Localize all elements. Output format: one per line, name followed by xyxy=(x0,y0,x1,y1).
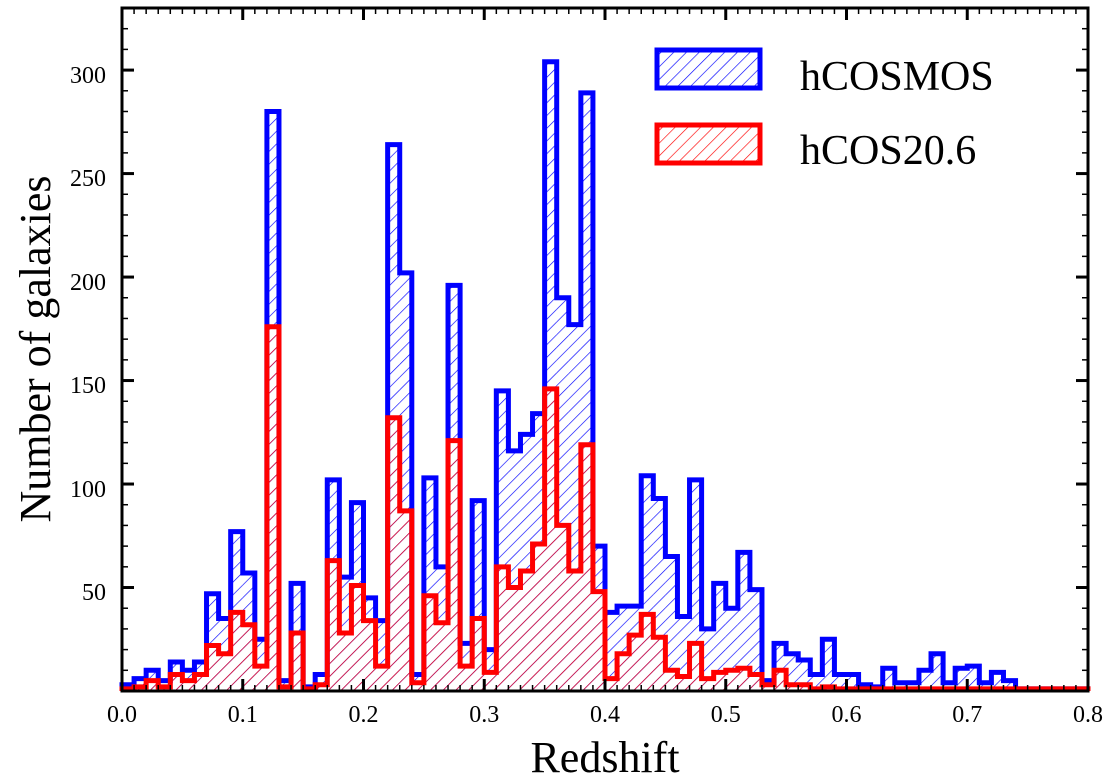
histogram-bin xyxy=(580,444,593,691)
histogram-bin xyxy=(713,672,726,691)
histogram-bin xyxy=(363,620,376,691)
x-tick-label: 0.3 xyxy=(469,702,499,728)
histogram-bin xyxy=(146,680,159,691)
legend-label-hcosmos: hCOSMOS xyxy=(800,54,994,100)
histogram-bin xyxy=(194,674,207,691)
y-tick-label: 250 xyxy=(70,166,106,192)
histogram-bin xyxy=(520,570,533,691)
x-tick-label: 0.7 xyxy=(952,702,982,728)
series-layer xyxy=(119,59,1091,692)
histogram-bin xyxy=(689,479,702,691)
histogram-bin xyxy=(737,668,750,691)
histogram-bin xyxy=(568,570,581,691)
y-tick-label: 100 xyxy=(70,477,106,503)
histogram-bin xyxy=(375,666,388,691)
histogram-bin xyxy=(629,635,642,691)
legend-swatch-hcos20-6 xyxy=(654,122,763,166)
histogram-bin xyxy=(665,556,678,691)
legend-label-hcos20-6: hCOS20.6 xyxy=(800,128,976,174)
histogram-bin xyxy=(605,612,618,691)
series-hcos20-6 xyxy=(119,324,1091,692)
histogram-bin xyxy=(327,560,340,691)
histogram-bin xyxy=(713,583,726,691)
histogram-bin xyxy=(677,616,690,691)
x-tick-label: 0.8 xyxy=(1073,702,1103,728)
histogram-bin xyxy=(315,684,328,691)
histogram-bin xyxy=(774,670,787,691)
histogram-bin xyxy=(786,684,799,691)
histogram-bin xyxy=(701,628,714,691)
histogram-bin xyxy=(254,666,267,691)
y-tick-label: 50 xyxy=(82,580,106,606)
histogram-bin xyxy=(689,643,702,691)
histogram-bin xyxy=(206,645,219,691)
histogram-bin xyxy=(423,595,436,691)
histogram-bin xyxy=(544,388,557,691)
histogram-bin xyxy=(786,653,799,691)
histogram-bin xyxy=(218,653,231,691)
histogram-bin xyxy=(496,566,509,691)
histogram-bin xyxy=(749,589,762,691)
x-tick-label: 0.2 xyxy=(349,702,379,728)
histogram-bin xyxy=(617,653,630,691)
histogram-bin xyxy=(266,326,279,691)
histogram-bin xyxy=(1003,680,1016,691)
histogram-outline xyxy=(119,324,1091,692)
histogram-bin xyxy=(725,670,738,691)
histogram-bin xyxy=(605,678,618,691)
histogram-bin xyxy=(918,670,932,691)
histogram-bin xyxy=(532,544,545,691)
histogram-bin xyxy=(411,682,424,691)
histogram-bin xyxy=(242,624,255,691)
histogram-bin xyxy=(931,653,944,691)
legend-swatch-hcosmos xyxy=(654,47,763,91)
histogram-bin xyxy=(737,552,750,691)
histogram-bin xyxy=(955,668,968,691)
histogram-bin xyxy=(460,666,473,691)
histogram-bin xyxy=(641,614,654,691)
x-tick-label: 0.1 xyxy=(228,702,258,728)
tick-marks xyxy=(120,7,1090,691)
histogram-bin xyxy=(882,668,895,691)
histogram-bin xyxy=(182,680,195,691)
histogram-bin xyxy=(592,591,605,691)
histogram-bin xyxy=(387,417,400,691)
x-tick-label: 0.0 xyxy=(107,702,137,728)
x-tick-label: 0.6 xyxy=(832,702,862,728)
histogram-bin xyxy=(749,674,762,691)
y-tick-label: 200 xyxy=(70,270,106,296)
histogram-bin xyxy=(484,672,497,691)
histogram-outline xyxy=(119,59,1091,692)
x-tick-label: 0.4 xyxy=(590,702,620,728)
histogram-bin xyxy=(508,587,521,691)
x-tick-label: 0.5 xyxy=(711,702,741,728)
histogram-bin xyxy=(170,674,183,691)
histogram-bin xyxy=(339,633,352,691)
y-tick-label: 150 xyxy=(70,373,106,399)
x-tick-labels: 0.0 0.1 0.2 0.3 0.4 0.5 0.6 0.7 0.8 xyxy=(107,702,1103,728)
histogram-bin xyxy=(435,622,449,691)
x-axis-title: Redshift xyxy=(530,733,679,779)
histogram-bin xyxy=(665,670,678,691)
histogram-bin xyxy=(291,633,304,691)
histogram-bin xyxy=(677,676,690,691)
histogram-bin xyxy=(761,684,775,691)
histogram-bin xyxy=(351,585,364,691)
histogram-bin xyxy=(230,612,243,691)
histogram-bin xyxy=(822,639,835,691)
histogram-bin xyxy=(701,678,714,691)
y-axis-title: Number of galaxies xyxy=(11,176,60,523)
legend: hCOSMOS hCOS20.6 xyxy=(654,47,994,174)
histogram-bin xyxy=(556,525,569,691)
y-tick-labels: 50 100 150 200 250 300 xyxy=(70,63,106,606)
histogram-bin xyxy=(798,684,811,691)
histogram-bin xyxy=(991,672,1004,691)
histogram-bin xyxy=(399,510,412,691)
histogram-bin xyxy=(967,666,980,691)
y-tick-label: 300 xyxy=(70,63,106,89)
histogram-bin xyxy=(472,618,485,691)
histogram-bin xyxy=(653,637,666,691)
histogram-bin xyxy=(448,440,461,691)
